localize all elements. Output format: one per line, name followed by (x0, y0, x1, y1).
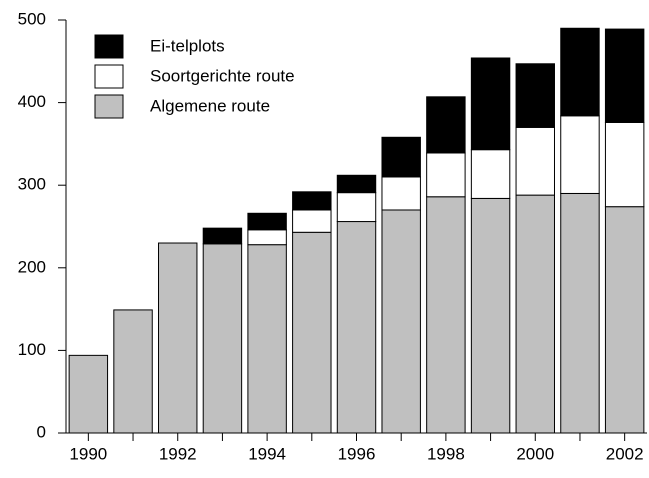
bar-segment (381, 176, 421, 211)
bar-segment (426, 152, 466, 198)
bar-segment (604, 206, 645, 434)
legend-swatch (94, 34, 124, 59)
y-tick-label: 400 (18, 92, 46, 111)
y-tick-label: 200 (18, 257, 46, 276)
bar-segment (560, 115, 600, 194)
bar-segment (426, 96, 466, 154)
bar-segment (515, 63, 555, 128)
bar-segment (426, 196, 466, 434)
bar-segment (515, 126, 555, 196)
x-tick-label: 1994 (248, 444, 286, 463)
x-tick-label: 1996 (338, 444, 376, 463)
x-tick-label: 2000 (516, 444, 554, 463)
legend-label: Algemene route (150, 96, 270, 115)
bar-segment (202, 227, 243, 245)
bar-segment (381, 136, 421, 178)
bar-segment (336, 174, 377, 194)
bar-segment (604, 28, 645, 123)
bar-segment (470, 57, 511, 151)
bar-segment (336, 192, 377, 223)
legend-label: Soortgerichte route (150, 66, 295, 85)
bar-segment (202, 243, 243, 434)
bar-segment (560, 192, 600, 434)
legend-swatch (94, 94, 124, 119)
y-tick-label: 100 (18, 340, 46, 359)
legend-label: Ei-telplots (150, 36, 225, 55)
bar-segment (247, 229, 287, 246)
bar-segment (292, 209, 332, 233)
bar-segment (158, 242, 198, 434)
y-tick-label: 0 (37, 422, 46, 441)
x-tick-label: 2002 (606, 444, 644, 463)
bar-segment (604, 121, 645, 208)
bar-segment (113, 309, 153, 434)
x-tick-label: 1990 (69, 444, 107, 463)
x-tick-label: 1998 (427, 444, 465, 463)
y-tick-label: 300 (18, 175, 46, 194)
bar-segment (470, 197, 511, 434)
bar-segment (381, 209, 421, 434)
bar-segment (336, 221, 377, 434)
legend-swatch (94, 64, 124, 89)
bar-segment (247, 244, 287, 434)
x-tick-label: 1992 (159, 444, 197, 463)
bar-segment (470, 149, 511, 199)
bar-segment (515, 194, 555, 434)
bar-segment (292, 231, 332, 434)
y-tick-label: 500 (18, 9, 46, 28)
bar-segment (68, 354, 109, 434)
bar-segment (560, 27, 600, 117)
bar-segment (292, 191, 332, 211)
bar-segment (247, 212, 287, 231)
